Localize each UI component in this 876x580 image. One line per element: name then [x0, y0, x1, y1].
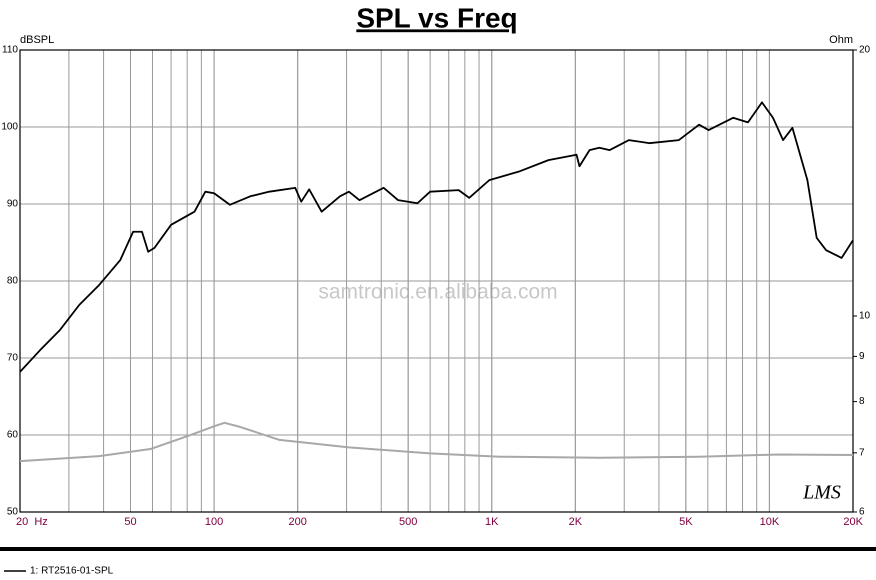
y2-tick-label: 20 — [859, 45, 871, 56]
y-axis-label: dBSPL — [20, 34, 54, 46]
y-tick-label: 70 — [7, 353, 19, 364]
x-tick-label: 100 — [205, 516, 223, 528]
x-tick-label: 50 — [124, 516, 136, 528]
y-tick-label: 90 — [7, 199, 19, 210]
y2-tick-label: 8 — [859, 396, 865, 407]
series-line — [19, 101, 854, 373]
y-tick-label: 50 — [7, 507, 19, 518]
y-tick-label: 100 — [1, 122, 18, 133]
y2-tick-label: 10 — [859, 311, 871, 322]
x-tick-label: 200 — [288, 516, 306, 528]
y2-axis-label: Ohm — [829, 34, 853, 46]
x-tick-label: 20 Hz — [16, 516, 48, 528]
chart-title: SPL vs Freq — [356, 2, 517, 33]
series-line — [19, 421, 854, 463]
x-tick-label: 5K — [679, 516, 693, 528]
logo: LMS — [802, 482, 841, 504]
x-tick-label: 500 — [399, 516, 417, 528]
y-tick-label: 110 — [2, 45, 18, 56]
y2-tick-label: 9 — [859, 351, 865, 362]
legend-label: 1: RT2516-01-SPL — [30, 566, 114, 577]
y-tick-label: 80 — [7, 276, 19, 287]
x-tick-label: 1K — [485, 516, 499, 528]
y2-tick-label: 6 — [859, 507, 865, 518]
x-tick-label: 2K — [569, 516, 583, 528]
separator — [0, 547, 876, 551]
plot-frame — [19, 49, 854, 513]
y-tick-label: 60 — [7, 430, 19, 441]
watermark: samtronic.en.alibaba.com — [318, 281, 557, 304]
x-tick-label: 20K — [843, 516, 863, 528]
y2-tick-label: 7 — [859, 447, 865, 458]
x-tick-label: 10K — [760, 516, 780, 528]
